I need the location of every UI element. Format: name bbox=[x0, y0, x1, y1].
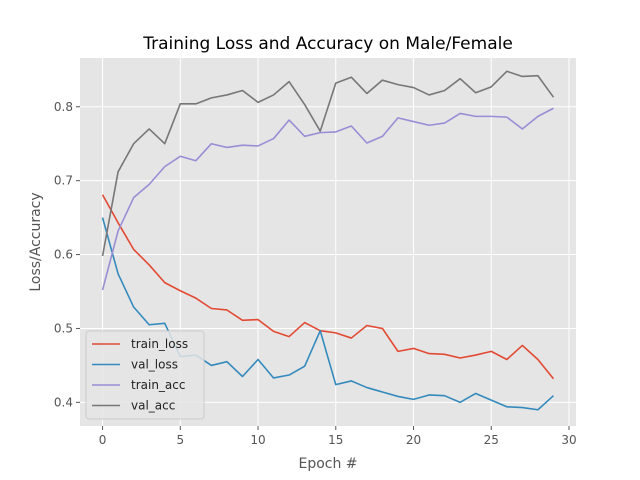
legend: train_loss val_loss train_acc val_acc bbox=[85, 330, 205, 420]
x-tick-label: 25 bbox=[484, 433, 499, 447]
y-tick-label: 0.7 bbox=[54, 174, 73, 188]
y-axis-label: Loss/Accuracy bbox=[28, 192, 44, 291]
x-tick-label: 5 bbox=[176, 433, 184, 447]
y-tick-label: 0.5 bbox=[54, 321, 73, 335]
x-tick-label: 15 bbox=[328, 433, 343, 447]
x-tick-label: 0 bbox=[99, 433, 107, 447]
series-line-train-loss bbox=[101, 194, 555, 380]
x-tick-label: 20 bbox=[406, 433, 421, 447]
legend-label-val-acc: val_acc bbox=[131, 399, 175, 413]
x-tick-label: 10 bbox=[250, 433, 265, 447]
legend-label-train-acc: train_acc bbox=[131, 378, 185, 392]
y-axis-ticks: 0.4 0.5 0.6 0.7 0.8 bbox=[54, 100, 80, 409]
series-line-train-acc bbox=[101, 107, 554, 291]
chart-title: Training Loss and Accuracy on Male/Femal… bbox=[142, 34, 513, 54]
x-axis-label: Epoch # bbox=[298, 456, 357, 472]
y-tick-label: 0.4 bbox=[54, 395, 73, 409]
y-tick-label: 0.6 bbox=[54, 248, 73, 262]
series-line-val-acc bbox=[101, 70, 555, 257]
legend-box bbox=[85, 330, 205, 420]
x-axis-ticks: 0 5 10 15 20 25 30 bbox=[99, 426, 577, 447]
legend-label-train-loss: train_loss bbox=[131, 337, 188, 351]
legend-label-val-loss: val_loss bbox=[131, 358, 178, 372]
x-tick-label: 30 bbox=[561, 433, 576, 447]
y-tick-label: 0.8 bbox=[54, 100, 73, 114]
